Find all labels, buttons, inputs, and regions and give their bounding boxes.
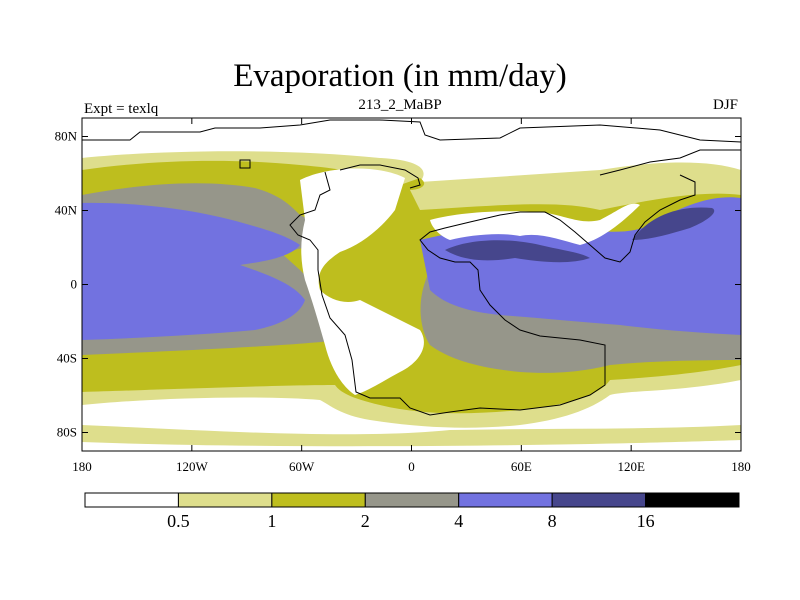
evaporation-field (82, 118, 741, 451)
land-mass-south-pole (82, 446, 741, 451)
colorbar-swatch (645, 492, 740, 508)
evap-band-8-16-pacific (632, 207, 715, 240)
coastline-africa (339, 164, 421, 189)
experiment-label: Expt = texlq (84, 101, 159, 117)
season-label: DJF (712, 97, 738, 113)
colorbar-level-label: 8 (548, 511, 557, 531)
axis-ticks: 180 120W 60W 0 60E 120E 180 80N 40N 0 40S 80S (55, 118, 751, 474)
land-mass-arctic (420, 120, 520, 140)
coastline-arctic (82, 119, 741, 143)
y-tick-label: 80N (55, 129, 78, 144)
colorbar-level-label: 2 (361, 511, 370, 531)
coastline-greenland (239, 159, 251, 169)
x-tick-label: 60E (511, 459, 532, 474)
evap-band-8-16-asia (445, 240, 590, 263)
x-tick-label: 0 (408, 459, 415, 474)
land-mass-eurasia (430, 203, 640, 245)
plot-title: Evaporation (in mm/day) (233, 58, 567, 94)
y-tick-label: 40S (57, 351, 77, 366)
x-tick-label: 60W (289, 459, 315, 474)
colorbar-level-label: 1 (267, 511, 276, 531)
colorbar-swatch (364, 492, 460, 508)
colorbar-swatch (551, 492, 647, 508)
experiment-id-label: 213_2_MaBP (358, 97, 442, 113)
x-tick-label: 180 (731, 459, 751, 474)
coastline-north-america (289, 171, 696, 416)
x-tick-label: 120E (617, 459, 645, 474)
colorbar: 0.5 1 2 4 8 16 (84, 492, 740, 531)
evap-band-4-8-west (82, 202, 305, 340)
colorbar-swatch (458, 492, 553, 508)
y-tick-label: 0 (71, 277, 78, 292)
coastlines (82, 119, 741, 416)
coastline-siberia (599, 149, 741, 176)
colorbar-swatch (177, 492, 273, 508)
x-tick-label: 120W (176, 459, 209, 474)
colorbar-level-label: 16 (637, 511, 655, 531)
colorbar-swatch (84, 492, 179, 508)
y-tick-label: 80S (57, 425, 77, 440)
y-tick-label: 40N (55, 203, 78, 218)
colorbar-level-label: 4 (454, 511, 463, 531)
land-mass-america (300, 168, 424, 395)
colorbar-swatch (271, 492, 366, 508)
x-tick-label: 180 (72, 459, 92, 474)
colorbar-level-label: 0.5 (167, 511, 190, 531)
evap-band-southern-ocean (82, 425, 741, 447)
